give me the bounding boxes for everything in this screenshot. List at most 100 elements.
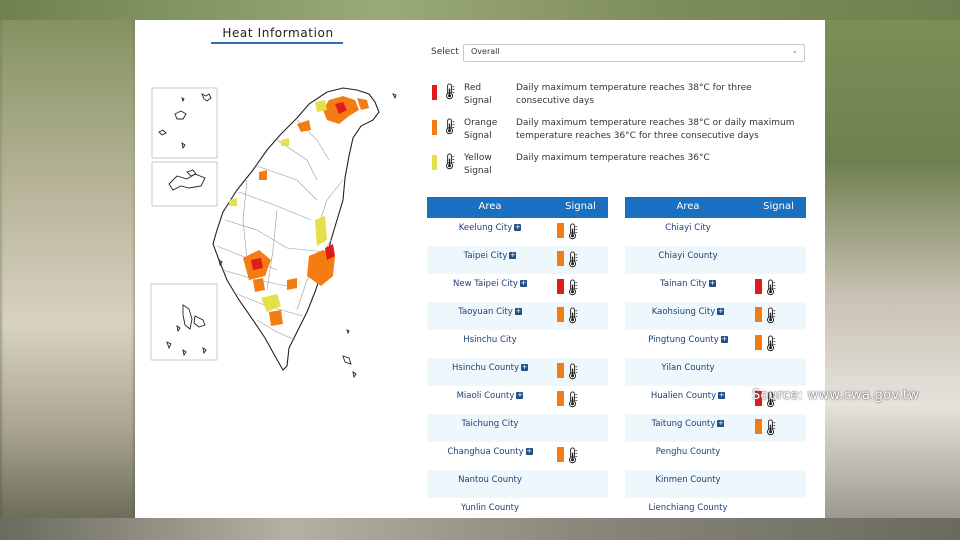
table-row[interactable]: Keelung City +: [427, 218, 608, 246]
header-area: Area: [478, 201, 502, 212]
taiwan-outline: [212, 87, 380, 371]
area-name: Penghu County: [655, 447, 721, 457]
table-row[interactable]: Nantou County: [427, 470, 608, 498]
table-row[interactable]: Penghu County: [625, 442, 806, 470]
plus-icon[interactable]: +: [525, 447, 533, 455]
thermometer-icon: [567, 307, 579, 324]
table-row[interactable]: Kinmen County: [625, 470, 806, 498]
area-name: Taipei City +: [463, 251, 517, 261]
signal-cell: [553, 391, 608, 409]
table-row[interactable]: Yunlin County: [427, 498, 608, 518]
signal-bar-orange: [557, 363, 564, 378]
table-row[interactable]: Chiayi City: [625, 218, 806, 246]
table-row[interactable]: Taoyuan City +: [427, 302, 608, 330]
signal-cell: [751, 503, 806, 518]
table-row[interactable]: Hsinchu County +: [427, 358, 608, 386]
legend-name: Red Signal: [464, 83, 492, 106]
plus-icon[interactable]: +: [718, 391, 726, 399]
signal-cell: [553, 279, 608, 297]
legend-swatch: [432, 155, 437, 170]
signal-cell: [553, 475, 608, 493]
thermometer-icon: [765, 391, 777, 408]
signal-bar-red: [755, 391, 762, 406]
plus-icon[interactable]: +: [519, 279, 527, 287]
thermometer-icon: [444, 118, 456, 136]
plus-icon[interactable]: +: [521, 363, 528, 371]
header-signal: Signal: [565, 201, 596, 212]
signal-bar-orange: [755, 335, 762, 350]
area-name: Yunlin County: [460, 503, 520, 513]
table-row[interactable]: Taichung City: [427, 414, 608, 442]
signal-cell: [751, 335, 806, 353]
signal-cell: [751, 223, 806, 241]
heat-zones: [229, 96, 369, 326]
signal-cell: [751, 447, 806, 465]
area-name: Chiayi County: [658, 251, 718, 261]
background-top: [0, 0, 960, 20]
table-row[interactable]: Chiayi County: [625, 246, 806, 274]
area-name: Kinmen County: [655, 475, 721, 485]
signal-cell: [553, 251, 608, 269]
area-name: Tainan City +: [660, 279, 716, 289]
signal-cell: [751, 391, 806, 409]
plus-icon[interactable]: +: [516, 391, 524, 399]
table-row[interactable]: Yilan County: [625, 358, 806, 386]
plus-icon[interactable]: +: [514, 223, 522, 231]
legend-name: Orange Signal: [464, 118, 498, 141]
area-name: Hualien County +: [650, 391, 726, 401]
table-header: Area Signal: [427, 197, 608, 218]
signal-bar-red: [755, 279, 762, 294]
area-name: Chiayi City: [665, 223, 711, 233]
area-name: Taichung City: [461, 419, 519, 429]
plus-icon[interactable]: +: [509, 251, 517, 259]
legend-name: Yellow Signal: [464, 153, 492, 176]
plus-icon[interactable]: +: [720, 335, 728, 343]
area-table-right: Area Signal Chiayi City Chiayi County Tain…: [625, 197, 806, 518]
area-select[interactable]: Overall ⌄: [463, 44, 805, 62]
signal-cell: [751, 279, 806, 297]
background-right: [825, 0, 960, 540]
table-row[interactable]: Pingtung County +: [625, 330, 806, 358]
plus-icon[interactable]: +: [708, 279, 716, 287]
thermometer-icon: [765, 279, 777, 296]
legend-description: Daily maximum temperature reaches 38°C o…: [516, 118, 795, 141]
table-row[interactable]: Tainan City +: [625, 274, 806, 302]
signal-cell: [751, 363, 806, 381]
plus-icon[interactable]: +: [717, 307, 725, 315]
signal-cell: [553, 503, 608, 518]
signal-cell: [553, 363, 608, 381]
select-value: Overall: [471, 47, 500, 56]
table-row[interactable]: Taipei City +: [427, 246, 608, 274]
title-underline: [211, 42, 343, 44]
plus-icon[interactable]: +: [717, 419, 725, 427]
plus-icon[interactable]: +: [514, 307, 522, 315]
signal-bar-orange: [557, 223, 564, 238]
thermometer-icon: [567, 363, 579, 380]
table-row[interactable]: New Taipei City +: [427, 274, 608, 302]
page-title: Heat Information: [222, 26, 334, 40]
chevron-down-icon: ⌄: [791, 46, 798, 55]
table-row[interactable]: Changhua County +: [427, 442, 608, 470]
inset-box-kinmen: [151, 161, 218, 207]
area-name: Taoyuan City +: [458, 307, 522, 317]
legend-swatch: [432, 120, 437, 135]
signal-bar-orange: [557, 447, 564, 462]
area-table-left: Area Signal Keelung City + Taipei City + New…: [427, 197, 608, 518]
legend-description: Daily maximum temperature reaches 36°C: [516, 153, 710, 163]
table-row[interactable]: Taitung County +: [625, 414, 806, 442]
signal-bar-orange: [557, 391, 564, 406]
taiwan-heat-map: [150, 87, 397, 379]
table-row[interactable]: Hualien County +: [625, 386, 806, 414]
table-row[interactable]: Miaoli County +: [427, 386, 608, 414]
thermometer-icon: [444, 83, 456, 101]
table-row[interactable]: Hsinchu City: [427, 330, 608, 358]
signal-cell: [553, 307, 608, 325]
header-area: Area: [676, 201, 700, 212]
area-name: Kaohsiung City +: [651, 307, 725, 317]
thermometer-icon: [567, 391, 579, 408]
signal-cell: [751, 251, 806, 269]
thermometer-icon: [567, 279, 579, 296]
table-row[interactable]: Lienchiang County: [625, 498, 806, 518]
table-row[interactable]: Kaohsiung City +: [625, 302, 806, 330]
table-header: Area Signal: [625, 197, 806, 218]
